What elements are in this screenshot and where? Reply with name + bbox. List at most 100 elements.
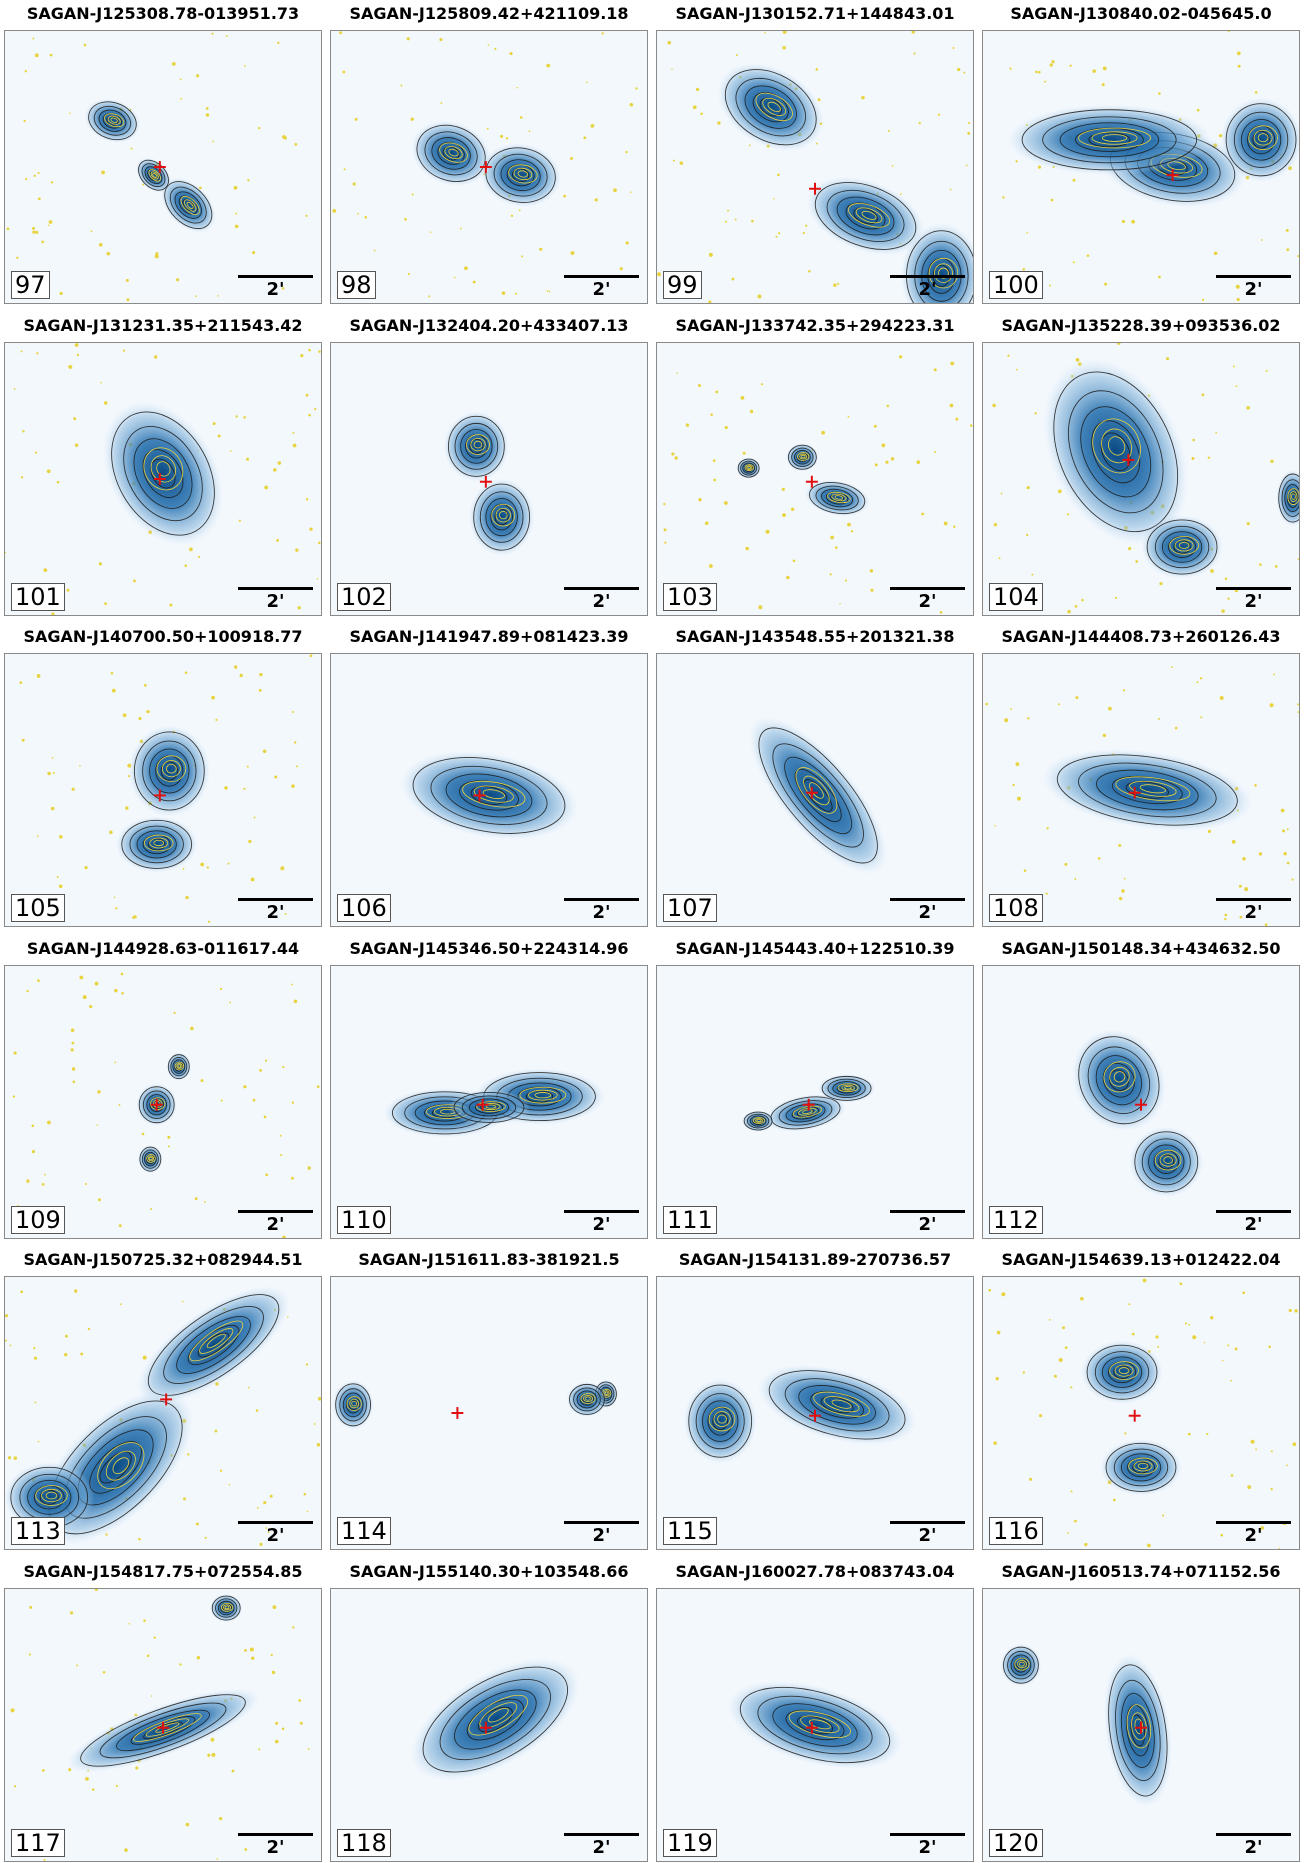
panel-number: 98 [337,271,376,299]
optical-source [1124,1432,1127,1435]
host-marker [160,1393,173,1406]
panel-number: 118 [337,1829,391,1857]
optical-source [1084,1542,1088,1547]
optical-source [255,1409,259,1412]
scale-bar: 2' [564,894,639,923]
panel-image: 99 2' [656,30,974,304]
optical-source [118,1224,122,1228]
panel-number: 109 [11,1206,65,1234]
optical-source [25,177,28,181]
optical-source [128,1622,131,1625]
optical-source [663,502,666,506]
optical-source [1174,726,1178,730]
optical-source [1278,1547,1281,1549]
scale-bar: 2' [564,583,639,612]
optical-source [1092,69,1096,73]
optical-source [1023,869,1027,872]
radio-emission [748,715,888,875]
optical-source [189,547,193,552]
scale-bar-line [564,275,639,278]
optical-source [292,431,295,434]
optical-source [724,220,727,223]
optical-source [1122,689,1126,692]
optical-source [1016,796,1021,801]
optical-source [1260,239,1263,241]
optical-source [918,122,921,125]
radio-emission [727,1680,903,1770]
optical-source [724,425,728,430]
optical-source [664,541,667,544]
optical-source [239,673,243,678]
optical-source [1097,857,1101,860]
optical-source [305,498,309,501]
optical-source [1246,522,1250,526]
scale-bar: 2' [1216,1829,1291,1858]
radio-emission [209,1593,243,1623]
optical-source [35,230,39,234]
optical-source [1215,431,1218,434]
optical-source [72,1080,76,1084]
optical-source [1242,857,1246,861]
optical-source [210,1737,215,1742]
optical-source [37,197,41,201]
optical-source [173,1011,176,1014]
optical-source [282,135,286,139]
optical-source [291,784,295,788]
panel-image: 102 2' [330,342,648,616]
optical-source [1201,393,1205,397]
optical-source [1022,1371,1026,1374]
radio-emission [1220,97,1299,183]
figure-panel: SAGAN-J155140.30+103548.66 118 2' [330,1558,648,1862]
optical-source [20,1290,24,1294]
optical-source [185,895,189,900]
radio-emission [128,724,211,817]
scale-bar: 2' [1216,583,1291,612]
optical-source [758,605,763,610]
optical-source [234,224,239,229]
optical-source [264,1059,268,1062]
optical-source [228,1483,231,1486]
optical-source [84,866,88,870]
optical-source [1236,297,1240,302]
optical-source [1050,198,1054,202]
optical-source [1270,459,1274,464]
optical-source [74,343,79,347]
optical-source [48,220,53,224]
optical-source [708,564,713,568]
optical-source [316,1085,320,1089]
optical-source [802,231,805,235]
optical-source [179,1663,182,1666]
optical-source [73,417,77,421]
optical-source [207,1753,211,1757]
optical-source [1210,1316,1214,1320]
figure-panel: SAGAN-J145346.50+224314.96 110 2' [330,935,648,1239]
optical-source [1081,598,1084,602]
optical-source [672,159,675,162]
optical-source [106,251,111,256]
optical-source [21,738,25,742]
optical-source [59,291,63,296]
optical-source [1102,66,1107,71]
scale-bar-label: 2' [1244,591,1263,612]
optical-source [697,383,701,387]
optical-source [94,981,99,986]
optical-source [782,513,786,518]
host-marker [157,1721,169,1734]
optical-source [1128,547,1132,551]
scale-bar-line [1216,1210,1291,1213]
optical-source [291,983,293,986]
figure-panel: SAGAN-J125308.78-013951.73 97 2' [4,0,322,304]
panel-image: 110 2' [330,965,648,1239]
optical-source [309,527,313,531]
optical-source [9,1344,12,1347]
optical-source [91,1788,95,1791]
optical-source [1108,706,1112,711]
optical-source [1286,861,1290,865]
optical-source [963,71,966,74]
optical-source [1102,733,1107,738]
optical-source [734,218,737,221]
optical-source [715,390,719,394]
figure-panel: SAGAN-J140700.50+100918.77 105 2' [4,623,322,927]
optical-source [300,354,304,358]
optical-source [736,54,738,57]
